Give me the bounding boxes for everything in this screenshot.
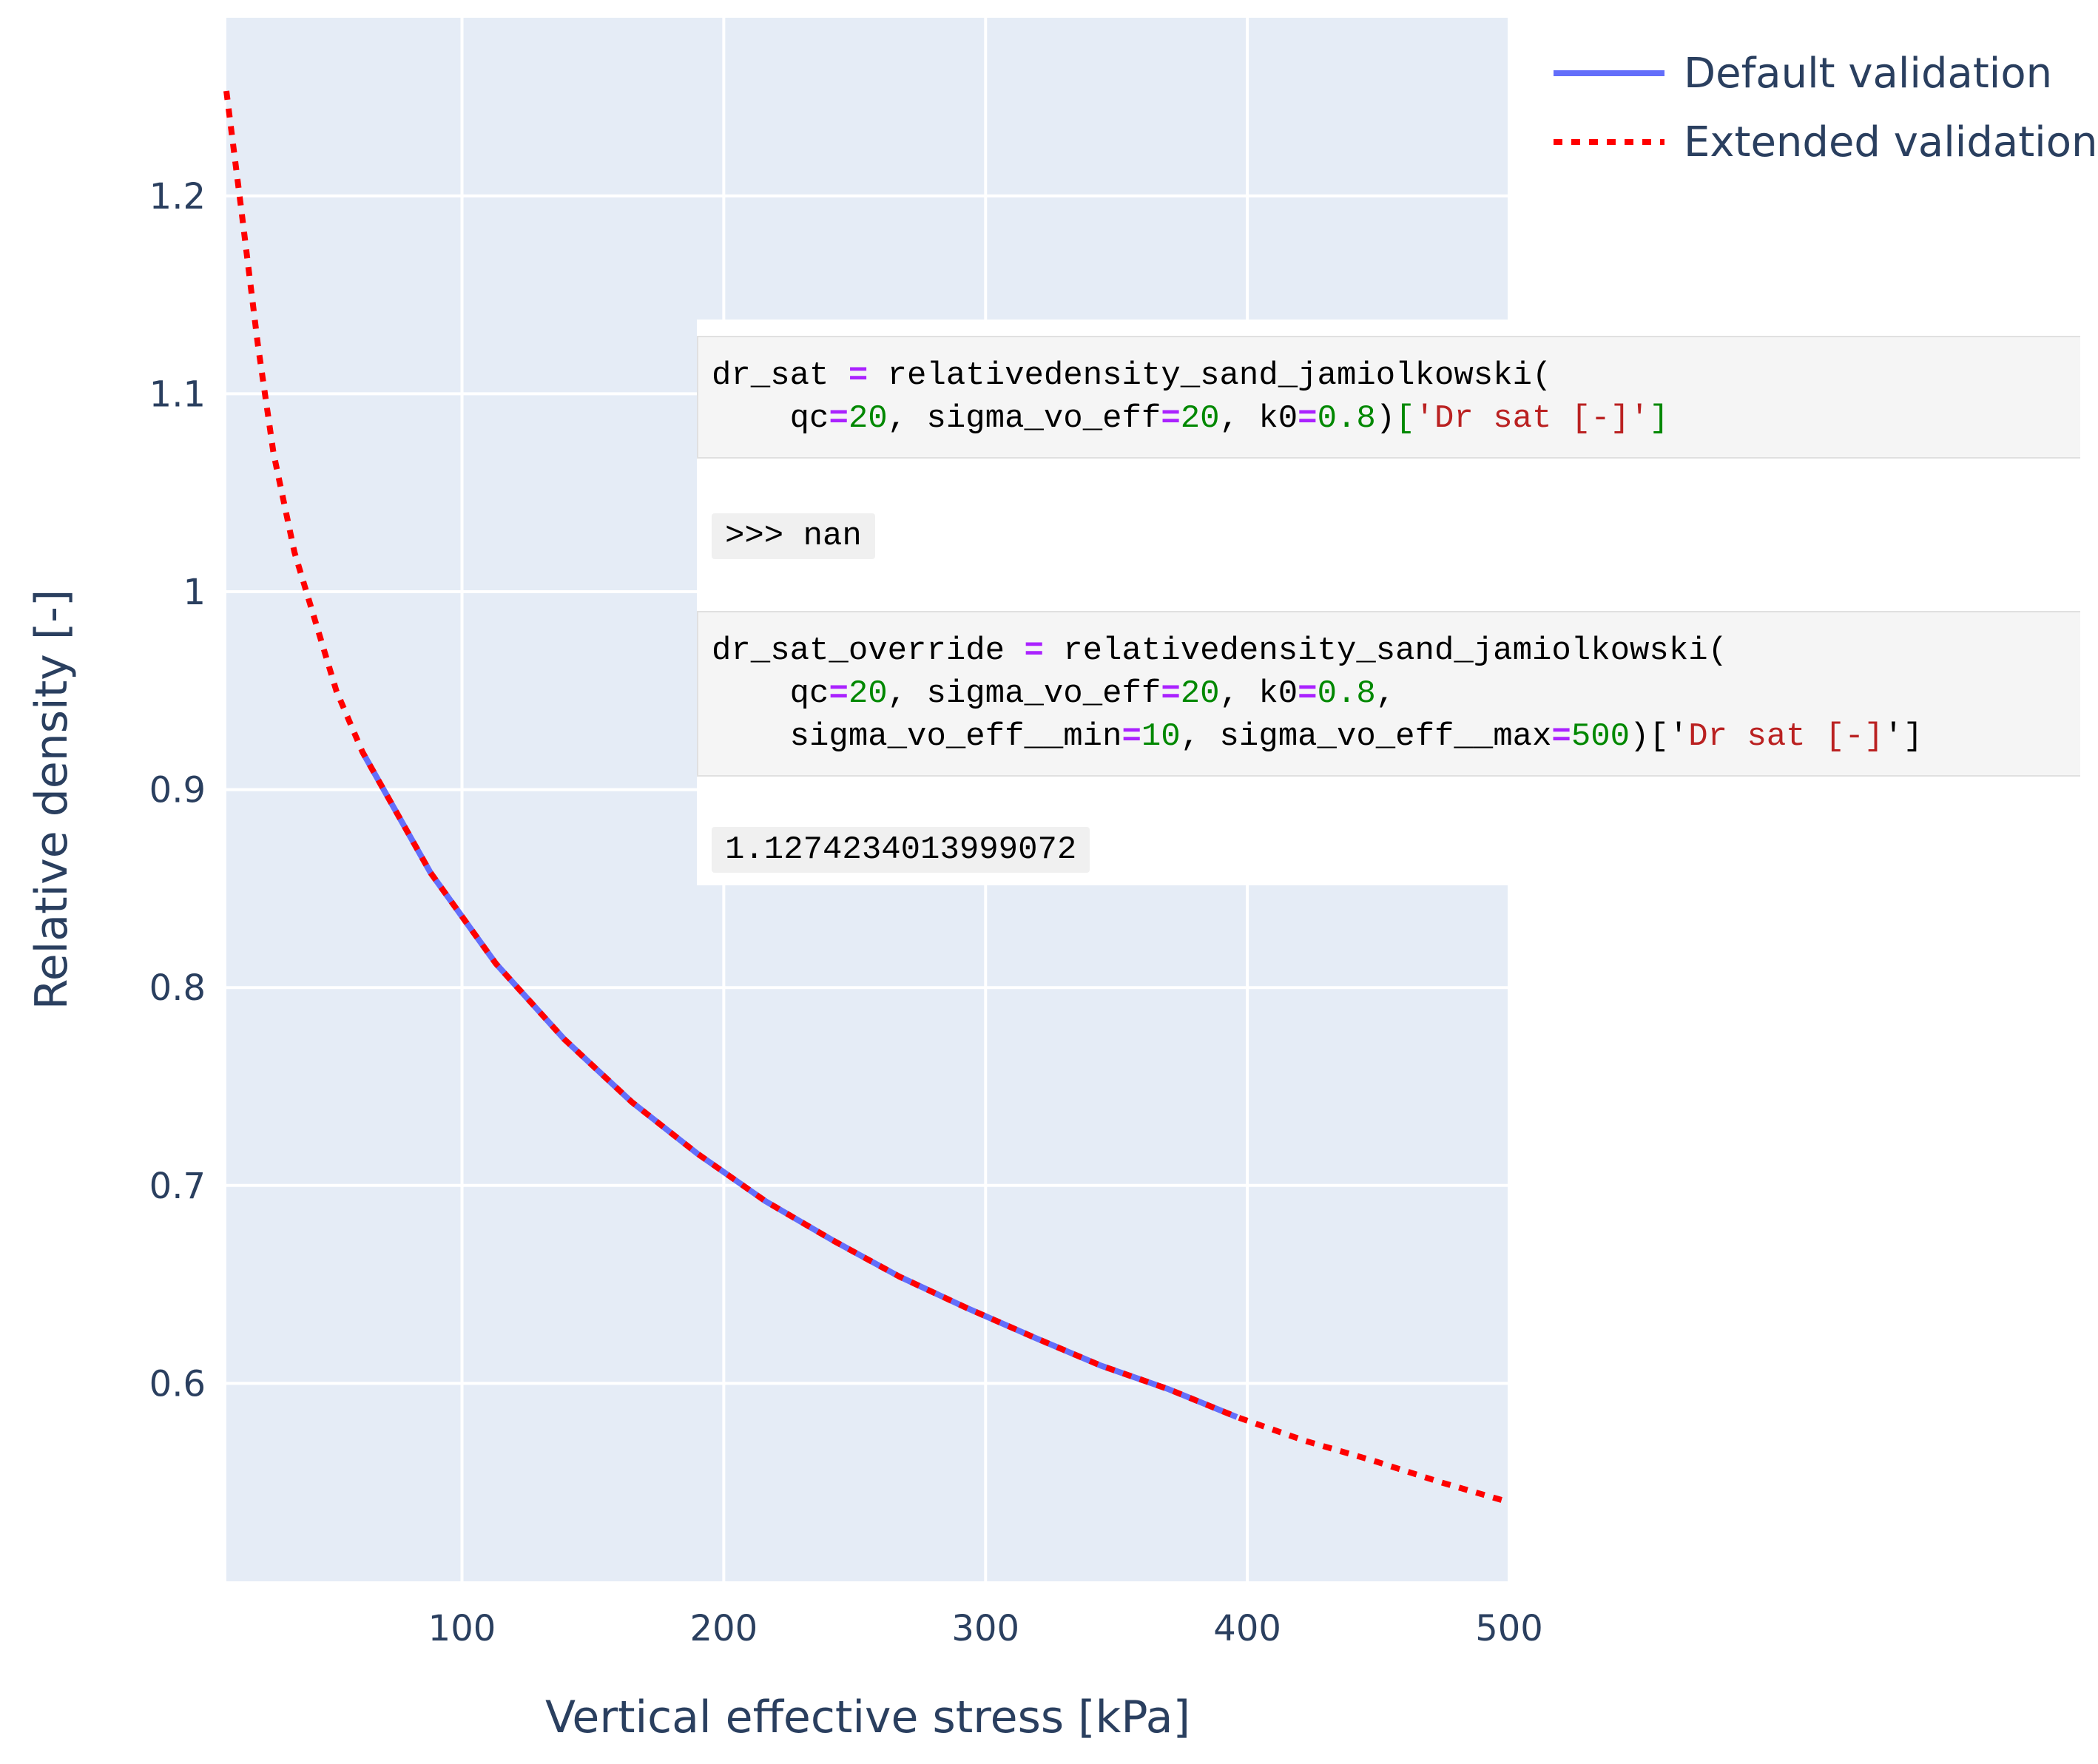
- code-token: 20: [1180, 675, 1220, 712]
- code-token: ): [1375, 400, 1396, 437]
- code-token: =: [1024, 632, 1044, 669]
- code-token: sigma_vo_eff__min: [712, 718, 1122, 755]
- code-token: qc: [712, 400, 829, 437]
- series-layer: [223, 90, 1511, 1505]
- code-line: qc=20, sigma_vo_eff=20, k0=0.8)['Dr sat …: [712, 397, 2080, 440]
- code-token: ]: [1649, 400, 1669, 437]
- code-token: 0.8: [1317, 675, 1376, 712]
- code-token: 'Dr sat [-]': [1414, 400, 1650, 437]
- code-token: =: [1298, 675, 1318, 712]
- code-token: =: [1161, 675, 1181, 712]
- code-annotation-panel: dr_sat = relativedensity_sand_jamiolkows…: [697, 320, 2098, 885]
- code-token: =: [829, 675, 849, 712]
- legend: Default validation Extended validation: [1554, 50, 2097, 166]
- code-token: , sigma_vo_eff__max: [1180, 718, 1552, 755]
- code-token: , sigma_vo_eff: [887, 400, 1161, 437]
- code-token: ,: [1375, 675, 1396, 712]
- code-token: =: [1551, 718, 1571, 755]
- code-token: =: [1121, 718, 1141, 755]
- code-line: sigma_vo_eff__min=10, sigma_vo_eff__max=…: [712, 715, 2080, 758]
- x-tick-label: 200: [690, 1608, 758, 1649]
- legend-label-default: Default validation: [1684, 50, 2052, 98]
- code-output-2: 1.1274234013999072: [712, 827, 1090, 873]
- code-token: [: [1395, 400, 1415, 437]
- y-tick-label: 1.2: [149, 176, 206, 217]
- x-tick-labels: 100 200 300 400 500: [428, 1608, 1543, 1649]
- code-token: relativedensity_sand_jamiolkowski(: [868, 357, 1552, 394]
- code-output-1: >>> nan: [712, 513, 875, 559]
- code-token: =: [1161, 400, 1181, 437]
- y-axis-title: Relative density [-]: [26, 589, 78, 1010]
- y-tick-label: 1.1: [149, 374, 206, 415]
- code-token: =: [848, 357, 868, 394]
- x-tick-label: 400: [1213, 1608, 1281, 1649]
- code-token: qc: [712, 675, 829, 712]
- y-tick-labels: 0.6 0.7 0.8 0.9 1 1.1 1.2: [149, 176, 206, 1405]
- y-tick-label: 0.9: [149, 770, 206, 811]
- code-token: ']: [1883, 718, 1923, 755]
- code-token: , k0: [1219, 400, 1298, 437]
- code-token: 20: [848, 675, 888, 712]
- code-token: , sigma_vo_eff: [887, 675, 1161, 712]
- code-token: 20: [1180, 400, 1220, 437]
- x-tick-label: 300: [951, 1608, 1019, 1649]
- code-line: dr_sat_override = relativedensity_sand_j…: [712, 629, 2080, 672]
- code-block-1: dr_sat = relativedensity_sand_jamiolkows…: [697, 336, 2080, 459]
- code-token: dr_sat: [712, 357, 849, 394]
- code-token: )[': [1630, 718, 1689, 755]
- code-block-2: dr_sat_override = relativedensity_sand_j…: [697, 611, 2080, 777]
- series-line-extended-validation: [223, 90, 1511, 1505]
- code-token: relativedensity_sand_jamiolkowski(: [1043, 632, 1728, 669]
- code-token: 500: [1571, 718, 1630, 755]
- x-tick-label: 500: [1475, 1608, 1543, 1649]
- code-token: , k0: [1219, 675, 1298, 712]
- code-token: =: [829, 400, 849, 437]
- code-token: =: [1298, 400, 1318, 437]
- x-axis-title: Vertical effective stress [kPa]: [545, 1692, 1190, 1743]
- y-tick-label: 0.6: [149, 1363, 206, 1405]
- code-token: dr_sat_override: [712, 632, 1025, 669]
- code-token: Dr sat [-]: [1688, 718, 1884, 755]
- code-token: 0.8: [1317, 400, 1376, 437]
- code-line: qc=20, sigma_vo_eff=20, k0=0.8,: [712, 672, 2080, 715]
- y-tick-label: 1: [183, 572, 206, 613]
- y-tick-label: 0.8: [149, 967, 206, 1009]
- y-tick-label: 0.7: [149, 1166, 206, 1207]
- legend-label-extended: Extended validation: [1684, 118, 2097, 166]
- x-tick-label: 100: [428, 1608, 496, 1649]
- code-token: 20: [848, 400, 888, 437]
- code-line: dr_sat = relativedensity_sand_jamiolkows…: [712, 354, 2080, 397]
- code-token: 10: [1141, 718, 1181, 755]
